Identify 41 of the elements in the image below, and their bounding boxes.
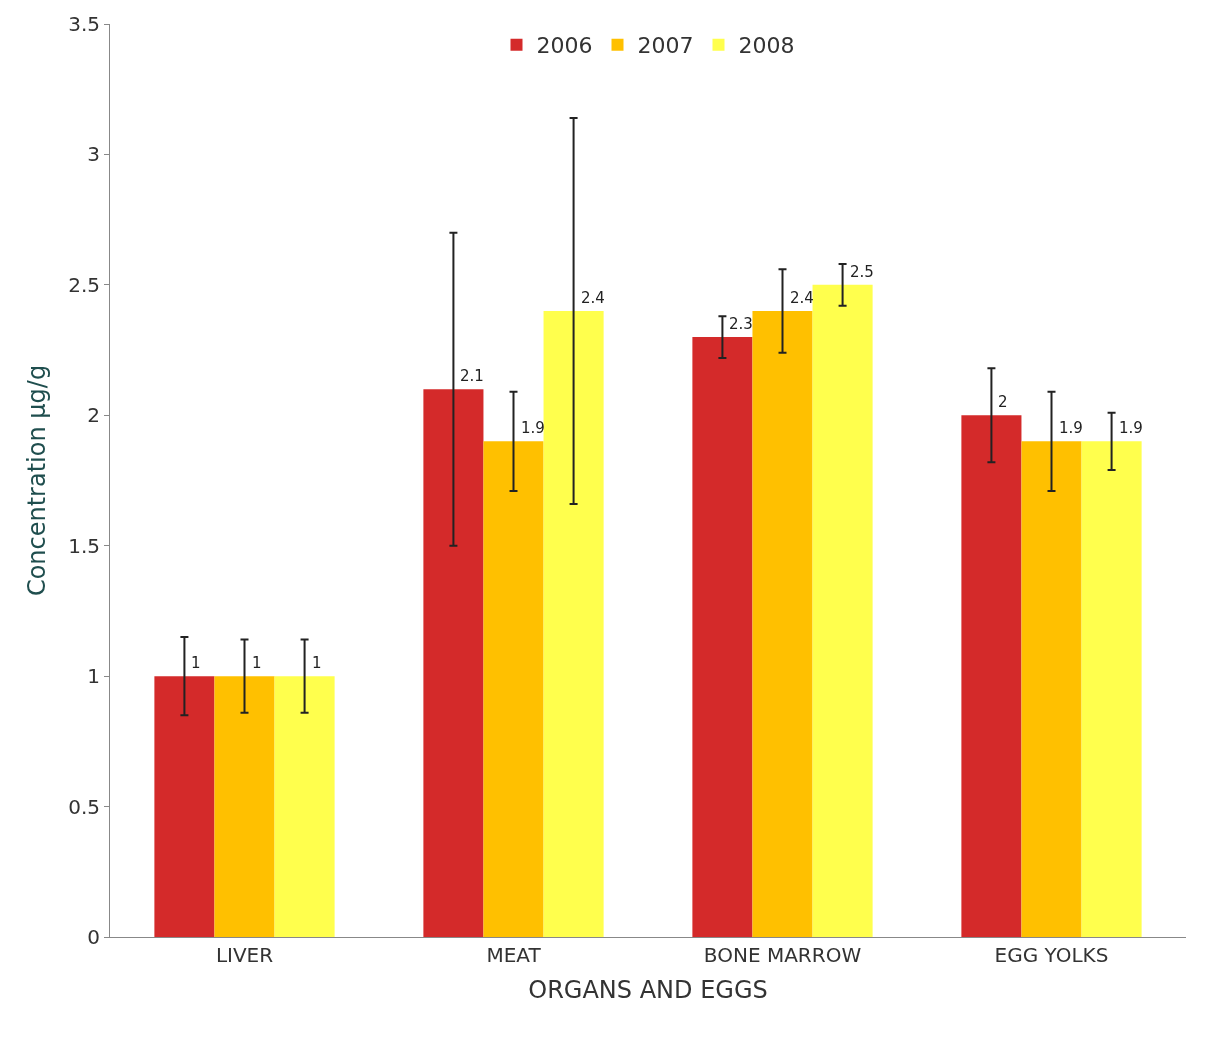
y-tick-label: 0 bbox=[87, 925, 100, 949]
data-label: 2.4 bbox=[790, 289, 814, 307]
bar bbox=[274, 676, 335, 937]
data-label: 1.9 bbox=[1119, 419, 1143, 437]
legend-label: 2007 bbox=[637, 33, 694, 59]
bar bbox=[214, 676, 275, 937]
bar bbox=[483, 441, 544, 937]
y-tick-label: 0.5 bbox=[68, 794, 100, 819]
y-tick-label: 2 bbox=[87, 403, 100, 428]
y-tick-label: 2.5 bbox=[68, 272, 100, 297]
data-label: 2.3 bbox=[729, 315, 753, 333]
x-axis-title: ORGANS AND EGGS bbox=[528, 976, 768, 1005]
bar bbox=[1021, 441, 1082, 937]
bar bbox=[543, 310, 604, 937]
y-tick-label: 3 bbox=[87, 142, 100, 167]
bar bbox=[423, 389, 484, 937]
y-tick-label: 3.5 bbox=[68, 12, 100, 36]
data-label: 2.1 bbox=[460, 367, 484, 385]
data-label: 1 bbox=[252, 654, 262, 672]
bar bbox=[812, 284, 873, 937]
bar bbox=[961, 415, 1022, 937]
bar bbox=[752, 310, 813, 937]
legend-label: 2008 bbox=[738, 33, 795, 59]
y-tick-label: 1.5 bbox=[68, 533, 100, 558]
x-tick-label: EGG YOLKS bbox=[994, 943, 1109, 967]
y-tick-label: 1 bbox=[87, 664, 100, 689]
data-label: 2.4 bbox=[581, 289, 605, 307]
bar bbox=[154, 676, 215, 937]
data-label: 1 bbox=[312, 654, 322, 672]
data-label: 2.5 bbox=[850, 263, 874, 281]
data-label: 1.9 bbox=[1059, 419, 1083, 437]
x-tick-label: MEAT bbox=[486, 943, 542, 967]
data-label: 1 bbox=[191, 654, 201, 672]
bar bbox=[692, 337, 753, 937]
data-label: 2 bbox=[998, 393, 1008, 411]
legend-label: 2006 bbox=[536, 33, 593, 59]
x-tick-label: BONE MARROW bbox=[703, 943, 862, 967]
bar bbox=[1081, 441, 1142, 937]
x-tick-label: LIVER bbox=[215, 943, 274, 967]
y-axis-title: Concentration µg/g bbox=[23, 364, 52, 597]
data-label: 1.9 bbox=[521, 419, 545, 437]
